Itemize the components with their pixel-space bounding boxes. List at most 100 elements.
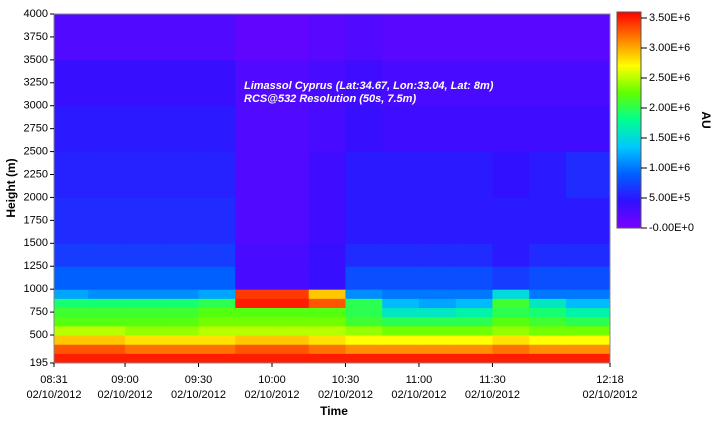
y-tick-label: 2750 [24, 123, 48, 135]
heatmap-cell [54, 14, 89, 61]
heatmap-cell [455, 266, 493, 290]
heatmap-cell [271, 289, 310, 299]
heatmap-cell [125, 316, 163, 327]
heatmap-cell [271, 105, 310, 153]
x-tick-label: 09:30 [185, 374, 213, 386]
heatmap-cell [271, 266, 310, 290]
heatmap-cell [271, 14, 310, 61]
heatmap-cell [235, 14, 273, 61]
heatmap-cell [125, 14, 163, 61]
heatmap-cell [455, 325, 493, 336]
heatmap-cell [418, 344, 457, 354]
heatmap-cell [529, 266, 567, 290]
heatmap-cell [161, 243, 200, 267]
plot-frame [53, 13, 611, 364]
heatmap-cell [382, 325, 420, 336]
colorbar-label: AU [699, 111, 713, 128]
heatmap-cell [455, 14, 493, 61]
heatmap-cell [125, 307, 163, 318]
heatmap-cell [492, 151, 530, 198]
heatmap-cell [235, 298, 273, 309]
heatmap-cell [88, 266, 126, 290]
heatmap-cell [345, 289, 383, 299]
heatmap-cell [529, 298, 567, 309]
heatmap-cell [345, 316, 383, 327]
y-tick-label: 4000 [24, 8, 48, 20]
heatmap-cell [161, 151, 200, 198]
heatmap-cell [88, 353, 126, 364]
x-tick-label: 02/10/2012 [171, 389, 226, 401]
heatmap-cell [382, 298, 420, 309]
heatmap-cell [271, 325, 310, 336]
heatmap-cell [345, 298, 383, 309]
x-tick-label: 02/10/2012 [318, 389, 373, 401]
heatmap-cell [161, 325, 200, 336]
heatmap-cell [235, 325, 273, 336]
heatmap-cell [382, 344, 420, 354]
heatmap-cell [529, 335, 567, 345]
heatmap-cell [418, 353, 457, 364]
heatmap-cell [271, 243, 310, 267]
heatmap-cell [88, 105, 126, 153]
heatmap-cell [161, 289, 200, 299]
heatmap-cell [418, 266, 457, 290]
heatmap-cell [88, 59, 126, 107]
heatmap-cell [345, 243, 383, 267]
y-tick-label: 3250 [24, 77, 48, 89]
colorbar-tick-label: 5.00E+5 [649, 192, 690, 204]
y-tick-label: 1250 [24, 260, 48, 272]
heatmap-cell [455, 243, 493, 267]
heatmap-cell [198, 325, 236, 336]
heatmap-cell [565, 335, 611, 345]
heatmap-cell [161, 14, 200, 61]
heatmap-cell [161, 335, 200, 345]
heatmap-cell [382, 59, 420, 107]
heatmap-cell [345, 353, 383, 364]
heatmap-cell [308, 325, 346, 336]
heatmap-cell [125, 59, 163, 107]
heatmap-cell [492, 59, 530, 107]
colorbar-tick-label: 3.00E+6 [649, 42, 690, 54]
heatmap-cell [565, 307, 611, 318]
heatmap-cell [271, 197, 310, 244]
heatmap-cell [492, 289, 530, 299]
heatmap-cell [492, 344, 530, 354]
heatmap-cell [565, 289, 611, 299]
y-tick-label: 2250 [24, 168, 48, 180]
heatmap-cell [125, 151, 163, 198]
heatmap-cell [198, 298, 236, 309]
heatmap-cell [308, 289, 346, 299]
heatmap-cell [345, 325, 383, 336]
heatmap-cell [529, 353, 567, 364]
heatmap-cell [198, 266, 236, 290]
heatmap-cell [161, 307, 200, 318]
heatmap-cell [125, 353, 163, 364]
heatmap-cell [54, 344, 89, 354]
y-tick-label: 2000 [24, 191, 48, 203]
heatmap-cell [565, 325, 611, 336]
heatmap-cell [492, 307, 530, 318]
heatmap-cell [345, 266, 383, 290]
x-tick-label: 08:31 [40, 374, 68, 386]
heatmap-cell [492, 197, 530, 244]
heatmap-cell [54, 266, 89, 290]
heatmap-cell [271, 344, 310, 354]
heatmap-cell [455, 289, 493, 299]
heatmap-cell [235, 289, 273, 299]
heatmap-cell [382, 307, 420, 318]
heatmap-cell [418, 316, 457, 327]
heatmap-cell [54, 151, 89, 198]
y-tick-label: 1750 [24, 214, 48, 226]
heatmap-cell [382, 197, 420, 244]
heatmap-cell [565, 298, 611, 309]
heatmap-cell [198, 344, 236, 354]
y-tick-label: 1500 [24, 237, 48, 249]
heatmap-cell [565, 316, 611, 327]
heatmap-cell [565, 243, 611, 267]
heatmap-cell [271, 353, 310, 364]
heatmap-cell [565, 105, 611, 153]
y-axis-label: Height (m) [4, 158, 18, 217]
x-tick-label: 11:30 [479, 374, 506, 386]
heatmap-cell [382, 14, 420, 61]
